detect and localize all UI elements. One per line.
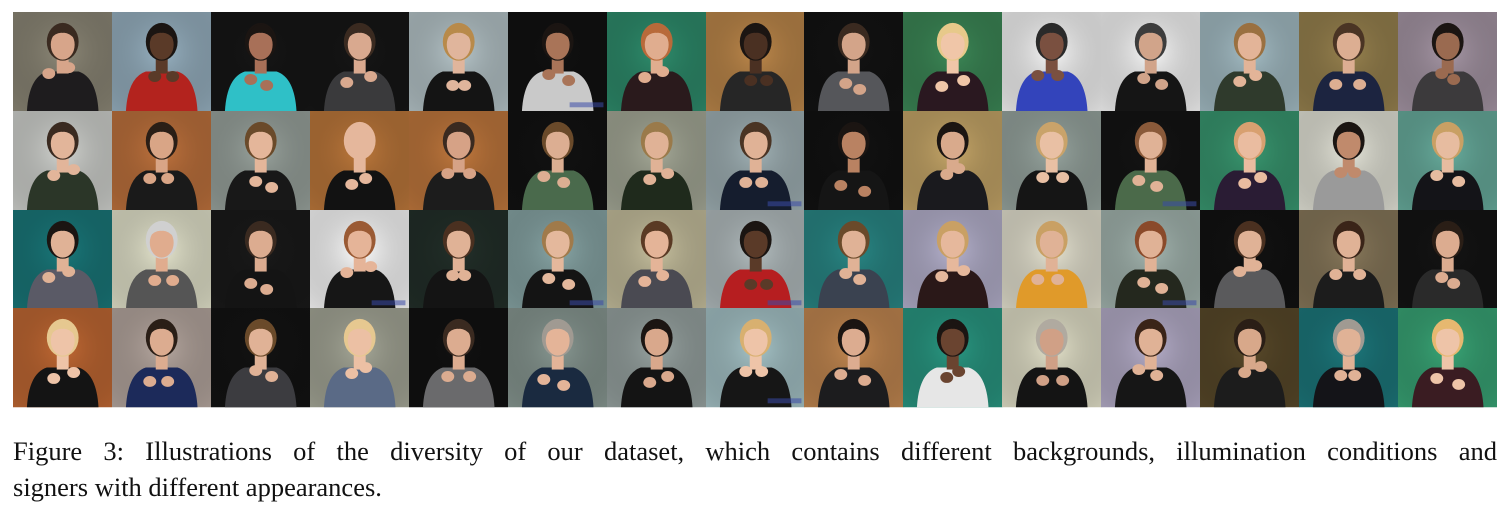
signer-photo <box>408 12 509 112</box>
signer-photo <box>1398 110 1498 210</box>
signer-photo <box>1398 308 1498 408</box>
signer-photo <box>408 308 509 408</box>
signer-photo <box>408 209 509 309</box>
signer-photo <box>804 209 904 309</box>
signer-photo <box>606 110 707 210</box>
signer-photo <box>111 209 212 309</box>
caption-line-2: signers with different appearances. <box>13 472 382 502</box>
signer-photo <box>1002 110 1102 210</box>
signer-photo <box>1101 12 1201 112</box>
signer-photo <box>309 110 410 210</box>
signer-photo <box>1200 308 1300 408</box>
signer-photo <box>1299 209 1399 309</box>
figure-caption: Figure 3: Illustrations of the diversity… <box>13 433 1497 505</box>
signer-photo <box>804 12 904 112</box>
signer-photo <box>309 209 410 309</box>
signer-photo <box>309 12 410 112</box>
signer-photo <box>13 12 113 112</box>
signer-photo <box>804 308 904 408</box>
signer-photo <box>705 308 805 408</box>
signer-photo <box>210 12 311 112</box>
signer-photo <box>408 110 509 210</box>
signer-photo <box>1002 209 1102 309</box>
signer-photo <box>111 308 212 408</box>
signer-photo <box>13 110 113 210</box>
signer-photo <box>1101 110 1201 210</box>
signer-photo <box>1299 12 1399 112</box>
caption-line-1: Figure 3: Illustrations of the diversity… <box>13 436 1497 466</box>
signer-photo <box>210 209 311 309</box>
signer-photo <box>13 209 113 309</box>
signer-photo <box>606 308 707 408</box>
signer-photo <box>903 209 1003 309</box>
signer-photo <box>1002 12 1102 112</box>
figure-image-grid <box>13 12 1498 408</box>
signer-photo <box>210 308 311 408</box>
signer-photo <box>705 110 805 210</box>
signer-photo <box>1299 110 1399 210</box>
signer-photo <box>606 12 707 112</box>
signer-photo <box>111 12 212 112</box>
signer-photo <box>507 308 608 408</box>
signer-photo <box>903 110 1003 210</box>
signer-photo <box>13 308 113 408</box>
signer-photo <box>1200 110 1300 210</box>
signer-photo <box>1398 209 1498 309</box>
signer-photo <box>1299 308 1399 408</box>
signer-photo <box>507 12 608 112</box>
signer-photo <box>705 209 805 309</box>
signer-photo <box>1200 209 1300 309</box>
signer-photo <box>1398 12 1498 112</box>
signer-photo <box>309 308 410 408</box>
signer-photo <box>210 110 311 210</box>
signer-photo <box>1200 12 1300 112</box>
signer-photo <box>903 12 1003 112</box>
signer-photo <box>804 110 904 210</box>
signer-photo <box>705 12 805 112</box>
signer-photo <box>606 209 707 309</box>
signer-photo <box>1101 209 1201 309</box>
signer-photo <box>1101 308 1201 408</box>
signer-photo <box>1002 308 1102 408</box>
signer-photo <box>111 110 212 210</box>
signer-photo <box>507 110 608 210</box>
signer-photo <box>903 308 1003 408</box>
signer-photo <box>507 209 608 309</box>
